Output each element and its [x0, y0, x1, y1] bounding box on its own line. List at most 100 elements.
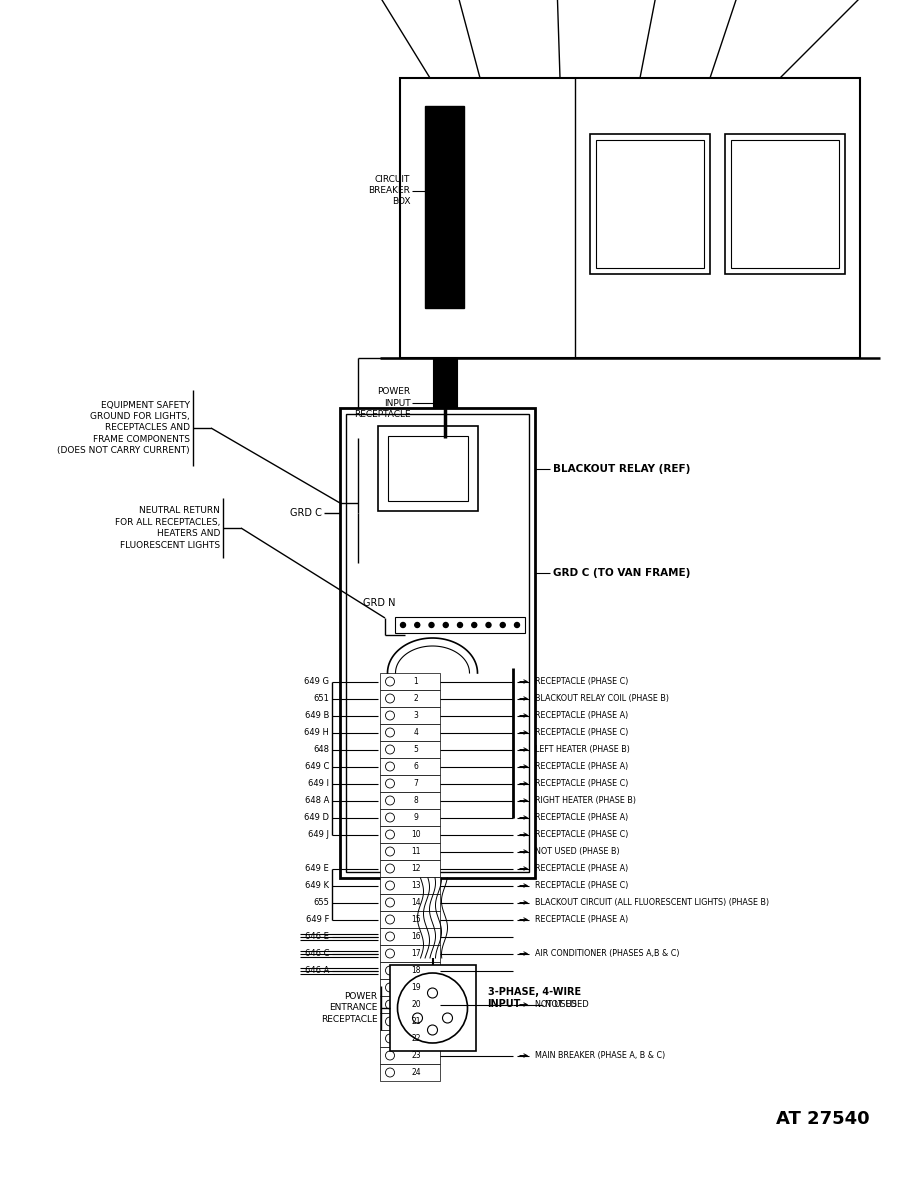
Circle shape [386, 779, 394, 788]
Circle shape [515, 623, 519, 627]
Text: 648 A: 648 A [305, 796, 329, 805]
Bar [380, 979, 440, 996]
Text: RECEPTACLE (PHASE A): RECEPTACLE (PHASE A) [535, 710, 628, 720]
Text: RECEPTACLE (PHASE C): RECEPTACLE (PHASE C) [535, 677, 628, 685]
Text: NEUTRAL RETURN
FOR ALL RECEPTACLES,
HEATERS AND
FLUORESCENT LIGHTS: NEUTRAL RETURN FOR ALL RECEPTACLES, HEAT… [114, 506, 220, 550]
Bar [388, 436, 468, 501]
Text: AIR CONDITIONER (PHASES A,B & C): AIR CONDITIONER (PHASES A,B & C) [535, 949, 680, 958]
Circle shape [486, 623, 491, 627]
Circle shape [414, 623, 420, 627]
Circle shape [429, 623, 434, 627]
Circle shape [386, 1000, 394, 1009]
Circle shape [413, 1013, 423, 1023]
Text: RECEPTACLE (PHASE A): RECEPTACLE (PHASE A) [535, 813, 628, 822]
Bar [436, 416, 454, 438]
Text: 649 B: 649 B [305, 710, 329, 720]
Bar [346, 413, 529, 872]
Text: 7: 7 [414, 779, 418, 788]
Text: 4: 4 [414, 728, 418, 737]
Circle shape [386, 830, 394, 839]
Circle shape [442, 1013, 452, 1023]
Bar [380, 1013, 440, 1030]
Text: 651: 651 [313, 694, 329, 703]
Bar [380, 996, 440, 1013]
Circle shape [386, 796, 394, 805]
Text: RIGHT HEATER (PHASE B): RIGHT HEATER (PHASE B) [535, 796, 636, 805]
Bar [380, 911, 440, 928]
Text: BLACKOUT CIRCUIT (ALL FLUORESCENT LIGHTS) (PHASE B): BLACKOUT CIRCUIT (ALL FLUORESCENT LIGHTS… [535, 898, 769, 906]
Text: 20: 20 [411, 1000, 421, 1009]
Text: 3-PHASE, 4-WIRE
INPUT: 3-PHASE, 4-WIRE INPUT [487, 987, 580, 1009]
Text: 16: 16 [411, 933, 421, 941]
Text: 646 C: 646 C [305, 949, 329, 958]
Circle shape [386, 813, 394, 822]
Bar [596, 140, 704, 268]
Text: GRD C (TO VAN FRAME): GRD C (TO VAN FRAME) [553, 568, 691, 579]
Circle shape [386, 966, 394, 975]
Text: 18: 18 [412, 966, 421, 975]
Text: POWER
ENTRANCE
RECEPTACLE: POWER ENTRANCE RECEPTACLE [321, 992, 378, 1024]
Bar [380, 758, 440, 775]
Circle shape [386, 1034, 394, 1043]
Bar [380, 826, 440, 843]
Bar [380, 928, 440, 944]
Text: 649 F: 649 F [306, 915, 329, 924]
Bar [433, 358, 457, 418]
Text: EQUIPMENT SAFETY
GROUND FOR LIGHTS,
RECEPTACLES AND
FRAME COMPONENTS
(DOES NOT C: EQUIPMENT SAFETY GROUND FOR LIGHTS, RECE… [57, 400, 190, 455]
Bar [380, 775, 440, 792]
Circle shape [427, 988, 437, 998]
Bar [380, 877, 440, 895]
Circle shape [386, 762, 394, 771]
Bar [380, 741, 440, 758]
Bar [380, 895, 440, 911]
Text: POWER
INPUT
RECEPTACLE: POWER INPUT RECEPTACLE [354, 387, 410, 418]
Circle shape [386, 881, 394, 890]
Text: 2: 2 [414, 694, 418, 703]
Bar [380, 672, 440, 690]
Text: NOT USED (PHASE B): NOT USED (PHASE B) [535, 847, 620, 857]
Text: 17: 17 [411, 949, 421, 958]
Bar [380, 690, 440, 707]
Bar [380, 1030, 440, 1047]
Text: 24: 24 [411, 1068, 421, 1078]
Text: 10: 10 [411, 830, 421, 839]
Bar [380, 809, 440, 826]
Bar [731, 140, 839, 268]
Text: 23: 23 [411, 1051, 421, 1060]
Circle shape [386, 1017, 394, 1026]
Text: 8: 8 [414, 796, 418, 805]
Text: 649 C: 649 C [305, 762, 329, 771]
Circle shape [472, 623, 477, 627]
Circle shape [386, 1051, 394, 1060]
Text: 22: 22 [412, 1034, 421, 1043]
Bar [378, 426, 477, 511]
Text: 649 J: 649 J [308, 830, 329, 839]
Bar [380, 1064, 440, 1081]
Text: 655: 655 [313, 898, 329, 906]
Circle shape [443, 623, 449, 627]
Text: 5: 5 [414, 745, 418, 754]
Bar [380, 962, 440, 979]
Circle shape [386, 982, 394, 992]
Text: AT 27540: AT 27540 [776, 1110, 870, 1127]
Text: 1: 1 [414, 677, 418, 685]
Bar [380, 860, 440, 877]
Text: 6: 6 [414, 762, 418, 771]
Bar [426, 106, 464, 308]
Text: 19: 19 [411, 982, 421, 992]
Circle shape [386, 898, 394, 906]
Text: 646 E: 646 E [305, 933, 329, 941]
Text: 9: 9 [414, 813, 418, 822]
Text: RECEPTACLE (PHASE A): RECEPTACLE (PHASE A) [535, 762, 628, 771]
Circle shape [458, 623, 462, 627]
Bar [380, 792, 440, 809]
Circle shape [386, 949, 394, 958]
Text: RECEPTACLE (PHASE C): RECEPTACLE (PHASE C) [535, 881, 628, 890]
Circle shape [386, 694, 394, 703]
Text: BLACKOUT RELAY COIL (PHASE B): BLACKOUT RELAY COIL (PHASE B) [535, 694, 669, 703]
Text: CIRCUIT
BREAKER
BOX: CIRCUIT BREAKER BOX [368, 175, 410, 207]
Text: 649 I: 649 I [308, 779, 329, 788]
Circle shape [386, 847, 394, 857]
Text: RECEPTACLE (PHASE C): RECEPTACLE (PHASE C) [535, 779, 628, 788]
Bar [380, 1047, 440, 1064]
